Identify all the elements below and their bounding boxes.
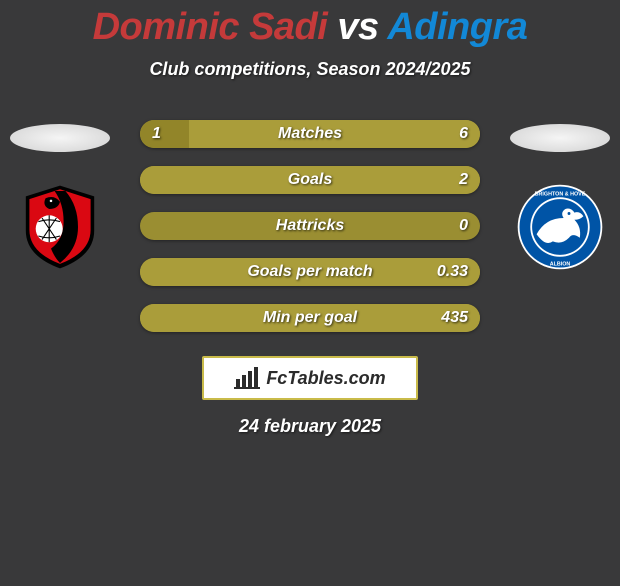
stat-row: 0 Hattricks — [140, 212, 480, 240]
stat-row: 435 Min per goal — [140, 304, 480, 332]
title-player1: Dominic Sadi — [93, 6, 328, 48]
fctables-logo-text: FcTables.com — [266, 368, 385, 389]
fctables-logo-box: FcTables.com — [202, 356, 418, 400]
player1-portrait-placeholder — [10, 124, 110, 152]
svg-text:ALBION: ALBION — [550, 262, 571, 268]
bar-chart-icon — [234, 367, 260, 389]
date-text: 24 february 2025 — [0, 416, 620, 437]
page-title: Dominic Sadi vs Adingra — [0, 6, 620, 49]
stat-right-value: 0.33 — [437, 263, 468, 281]
player2-portrait-placeholder — [510, 124, 610, 152]
svg-text:BRIGHTON & HOVE: BRIGHTON & HOVE — [535, 192, 586, 198]
title-player2: Adingra — [387, 6, 527, 48]
stat-left-value: 1 — [152, 125, 161, 143]
stat-label: Matches — [278, 125, 342, 143]
player1-club-crest — [15, 182, 105, 272]
stat-label: Goals — [288, 171, 332, 189]
stat-row: 0.33 Goals per match — [140, 258, 480, 286]
stat-label: Hattricks — [276, 217, 344, 235]
stat-label: Min per goal — [263, 309, 357, 327]
right-player-column: BRIGHTON & HOVE ALBION — [500, 120, 620, 272]
subtitle: Club competitions, Season 2024/2025 — [0, 59, 620, 80]
comparison-content: BRIGHTON & HOVE ALBION 1 6 Matches 2 Goals 0 H… — [0, 120, 620, 437]
left-player-column — [0, 120, 120, 272]
stat-label: Goals per match — [247, 263, 372, 281]
stat-right-value: 6 — [459, 125, 468, 143]
afc-bournemouth-crest-icon — [15, 182, 105, 272]
stat-right-value: 2 — [459, 171, 468, 189]
stat-row: 2 Goals — [140, 166, 480, 194]
player2-club-crest: BRIGHTON & HOVE ALBION — [515, 182, 605, 272]
stat-right-value: 435 — [441, 309, 468, 327]
stat-right-value: 0 — [459, 217, 468, 235]
stat-row: 1 6 Matches — [140, 120, 480, 148]
brighton-crest-icon: BRIGHTON & HOVE ALBION — [515, 182, 605, 272]
stat-left-fill — [140, 120, 189, 148]
title-vs: vs — [337, 6, 378, 48]
stat-bars: 1 6 Matches 2 Goals 0 Hattricks 0.33 Goals per m… — [140, 120, 480, 332]
